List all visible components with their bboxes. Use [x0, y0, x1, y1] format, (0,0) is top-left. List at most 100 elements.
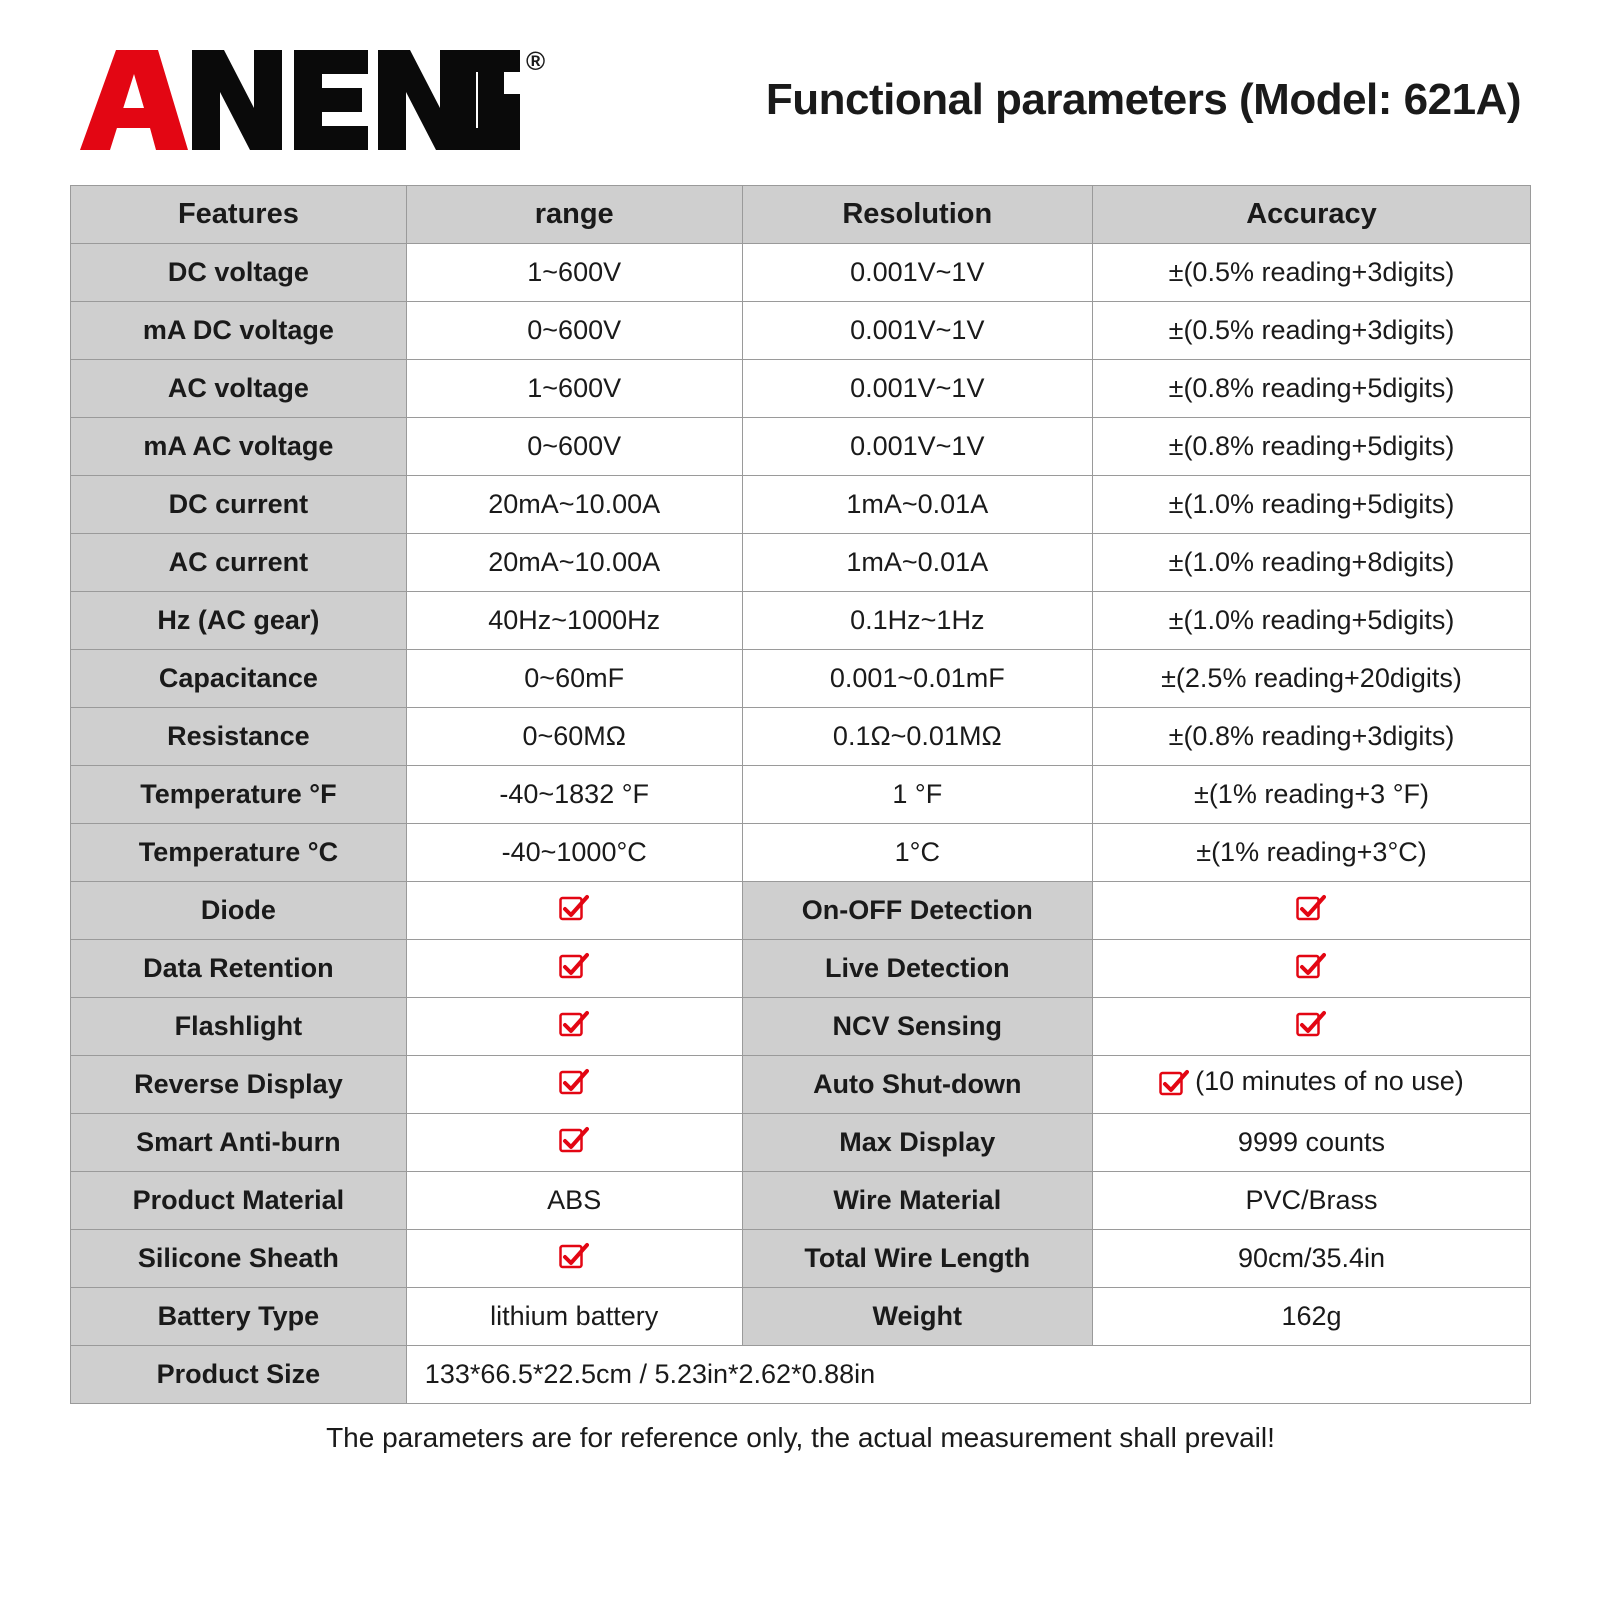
accuracy-value: ±(0.8% reading+5digits)	[1092, 360, 1530, 418]
feature-label: Reverse Display	[71, 1056, 407, 1114]
feature-label: Temperature °F	[71, 766, 407, 824]
range-value: 20mA~10.00A	[406, 534, 742, 592]
range-value: 1~600V	[406, 244, 742, 302]
feature-label: Battery Type	[71, 1288, 407, 1346]
col-resolution: Resolution	[742, 186, 1092, 244]
feature-row: Reverse Display Auto Shut-down (10 minutes…	[71, 1056, 1531, 1114]
feature-label: Smart Anti-burn	[71, 1114, 407, 1172]
feature-label: DC current	[71, 476, 407, 534]
feature-row: Flashlight NCV Sensing	[71, 998, 1531, 1056]
feature-label: AC current	[71, 534, 407, 592]
feature-label: On-OFF Detection	[742, 882, 1092, 940]
check-icon	[559, 951, 589, 979]
feature-row: Data RetentionLive Detection	[71, 940, 1531, 998]
feature-value: lithium battery	[406, 1288, 742, 1346]
header: ® Functional parameters (Model: 621A)	[70, 50, 1531, 150]
resolution-value: 0.001V~1V	[742, 302, 1092, 360]
resolution-value: 0.001V~1V	[742, 244, 1092, 302]
resolution-value: 0.001V~1V	[742, 360, 1092, 418]
feature-label: mA AC voltage	[71, 418, 407, 476]
spec-row: mA DC voltage0~600V0.001V~1V±(0.5% readi…	[71, 302, 1531, 360]
check-icon	[1296, 1009, 1326, 1037]
feature-label: Flashlight	[71, 998, 407, 1056]
feature-label: AC voltage	[71, 360, 407, 418]
resolution-value: 0.001V~1V	[742, 418, 1092, 476]
accuracy-value: ±(1.0% reading+8digits)	[1092, 534, 1530, 592]
resolution-value: 0.001~0.01mF	[742, 650, 1092, 708]
check-icon	[1296, 893, 1326, 921]
feature-value: 90cm/35.4in	[1092, 1230, 1530, 1288]
registered-mark: ®	[526, 46, 545, 77]
range-value: 40Hz~1000Hz	[406, 592, 742, 650]
accuracy-value: ±(0.8% reading+5digits)	[1092, 418, 1530, 476]
accuracy-value: ±(1% reading+3 °F)	[1092, 766, 1530, 824]
col-features: Features	[71, 186, 407, 244]
feature-value	[406, 1056, 742, 1114]
feature-row: Battery Type lithium battery Weight162g	[71, 1288, 1531, 1346]
feature-label: Wire Material	[742, 1172, 1092, 1230]
resolution-value: 0.1Ω~0.01MΩ	[742, 708, 1092, 766]
feature-label: Diode	[71, 882, 407, 940]
resolution-value: 0.1Hz~1Hz	[742, 592, 1092, 650]
accuracy-value: ±(0.8% reading+3digits)	[1092, 708, 1530, 766]
feature-value	[1092, 882, 1530, 940]
accuracy-value: ±(1.0% reading+5digits)	[1092, 476, 1530, 534]
size-value: 133*66.5*22.5cm / 5.23in*2.62*0.88in	[406, 1346, 1530, 1404]
check-icon	[559, 1009, 589, 1037]
col-range: range	[406, 186, 742, 244]
range-value: 1~600V	[406, 360, 742, 418]
feature-label: Hz (AC gear)	[71, 592, 407, 650]
feature-value: PVC/Brass	[1092, 1172, 1530, 1230]
feature-label: Product Material	[71, 1172, 407, 1230]
brand-logo: ®	[80, 50, 545, 150]
size-row: Product Size133*66.5*22.5cm / 5.23in*2.6…	[71, 1346, 1531, 1404]
check-icon	[559, 1241, 589, 1269]
check-icon	[1159, 1068, 1189, 1096]
feature-value: ABS	[406, 1172, 742, 1230]
range-value: 0~60mF	[406, 650, 742, 708]
spec-row: Temperature °F-40~1832 °F1 °F±(1% readin…	[71, 766, 1531, 824]
feature-row: Diode On-OFF Detection	[71, 882, 1531, 940]
feature-row: Silicone Sheath Total Wire Length90cm/35.…	[71, 1230, 1531, 1288]
range-value: 0~600V	[406, 418, 742, 476]
range-value: -40~1832 °F	[406, 766, 742, 824]
feature-row: Smart Anti-burnMax Display9999 counts	[71, 1114, 1531, 1172]
feature-value: 162g	[1092, 1288, 1530, 1346]
resolution-value: 1°C	[742, 824, 1092, 882]
accuracy-value: ±(1% reading+3°C)	[1092, 824, 1530, 882]
cell-text: PVC/Brass	[1245, 1185, 1377, 1215]
spec-row: Temperature °C-40~1000°C1°C±(1% reading+…	[71, 824, 1531, 882]
cell-text: lithium battery	[490, 1301, 658, 1331]
feature-value	[406, 940, 742, 998]
spec-row: DC voltage1~600V0.001V~1V±(0.5% reading+…	[71, 244, 1531, 302]
check-icon	[559, 893, 589, 921]
feature-value: (10 minutes of no use)	[1092, 1056, 1530, 1114]
feature-label: Weight	[742, 1288, 1092, 1346]
feature-label: Data Retention	[71, 940, 407, 998]
accuracy-value: ±(0.5% reading+3digits)	[1092, 302, 1530, 360]
feature-value	[1092, 998, 1530, 1056]
spec-row: AC voltage1~600V0.001V~1V±(0.8% reading+…	[71, 360, 1531, 418]
spec-row: DC current20mA~10.00A1mA~0.01A±(1.0% rea…	[71, 476, 1531, 534]
feature-label: Auto Shut-down	[742, 1056, 1092, 1114]
feature-label: Max Display	[742, 1114, 1092, 1172]
feature-value	[406, 1114, 742, 1172]
feature-label: mA DC voltage	[71, 302, 407, 360]
cell-text: (10 minutes of no use)	[1195, 1066, 1464, 1097]
feature-label: Silicone Sheath	[71, 1230, 407, 1288]
feature-value	[406, 1230, 742, 1288]
range-value: 0~600V	[406, 302, 742, 360]
spec-row: Hz (AC gear)40Hz~1000Hz0.1Hz~1Hz±(1.0% r…	[71, 592, 1531, 650]
feature-label: NCV Sensing	[742, 998, 1092, 1056]
range-value: 20mA~10.00A	[406, 476, 742, 534]
resolution-value: 1 °F	[742, 766, 1092, 824]
spec-row: Capacitance0~60mF0.001~0.01mF±(2.5% read…	[71, 650, 1531, 708]
table-header-row: Features range Resolution Accuracy	[71, 186, 1531, 244]
accuracy-value: ±(0.5% reading+3digits)	[1092, 244, 1530, 302]
spec-table: Features range Resolution Accuracy DC vo…	[70, 185, 1531, 1404]
cell-text: ABS	[547, 1185, 601, 1215]
range-value: -40~1000°C	[406, 824, 742, 882]
feature-label: Total Wire Length	[742, 1230, 1092, 1288]
aneng-logo-svg	[80, 50, 520, 150]
check-icon	[559, 1125, 589, 1153]
